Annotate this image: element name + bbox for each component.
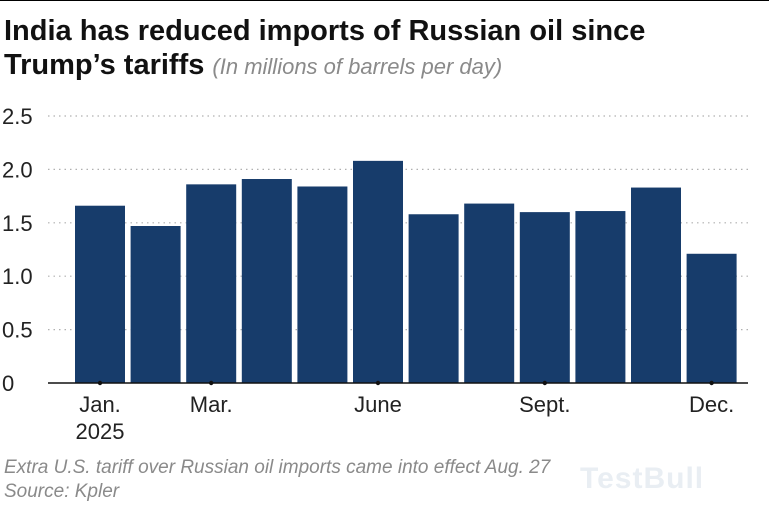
bar bbox=[241, 179, 292, 383]
watermark: TestBull bbox=[580, 462, 705, 495]
footnote: Extra U.S. tariff over Russian oil impor… bbox=[4, 457, 551, 478]
bar bbox=[353, 160, 403, 383]
bar bbox=[686, 253, 737, 383]
x-tick-label: June bbox=[354, 392, 402, 417]
chart-subtitle: (In millions of barrels per day) bbox=[212, 54, 503, 79]
x-tick-label: Dec. bbox=[689, 392, 734, 417]
bar bbox=[519, 212, 570, 383]
y-tick-label: 1.0 bbox=[2, 264, 33, 289]
x-tick-label: Jan. bbox=[79, 392, 121, 417]
y-tick-label: 0 bbox=[2, 371, 14, 396]
x-tick-label: 2025 bbox=[76, 419, 125, 444]
y-tick-label: 2.0 bbox=[2, 157, 33, 182]
bar bbox=[575, 211, 626, 383]
title-text: India has reduced imports of Russian oil… bbox=[4, 15, 646, 81]
chart-title: India has reduced imports of Russian oil… bbox=[4, 14, 764, 84]
x-tick-label: Sept. bbox=[519, 392, 570, 417]
x-tick-mark bbox=[97, 380, 103, 386]
bar bbox=[631, 187, 681, 383]
bar bbox=[130, 226, 181, 383]
y-tick-label: 0.5 bbox=[2, 318, 33, 343]
x-tick-mark bbox=[542, 380, 547, 386]
bar bbox=[408, 214, 459, 383]
bar bbox=[186, 184, 237, 383]
x-tick-mark bbox=[209, 380, 214, 386]
x-tick-label: Mar. bbox=[190, 392, 233, 417]
bar bbox=[297, 186, 348, 383]
bar-chart: 0 0.5 1.0 1.5 2.0 2.5 Jan.2025 Mar. June Sept. Dec… bbox=[2, 104, 748, 444]
x-tick-mark bbox=[375, 380, 381, 386]
bar bbox=[464, 203, 515, 383]
x-tick-mark bbox=[709, 380, 714, 386]
y-tick-label: 2.5 bbox=[2, 104, 33, 129]
bar bbox=[75, 205, 125, 383]
y-tick-label: 1.5 bbox=[2, 211, 33, 236]
top-rule bbox=[0, 0, 769, 1]
source-note: Source: Kpler bbox=[4, 481, 120, 502]
